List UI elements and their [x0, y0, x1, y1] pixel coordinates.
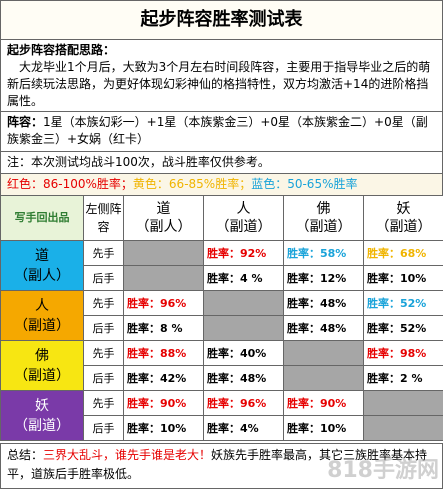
- column-header: 妖（副道）: [364, 196, 443, 241]
- column-header: 人（副道）: [204, 196, 284, 241]
- group-label: 道（副人）: [1, 241, 84, 291]
- win-rate-cell: 胜率：8 %: [124, 316, 204, 341]
- column-sub: （副道）: [204, 218, 283, 236]
- win-rate-cell: 胜率：52%: [364, 291, 443, 316]
- group-name: 妖: [1, 396, 83, 416]
- corner-label: 写手回出品: [1, 196, 84, 241]
- win-rate-cell: 胜率：96%: [124, 291, 204, 316]
- win-rate-cell: 胜率：10%: [284, 416, 364, 441]
- summary-label: 总结：: [7, 448, 43, 462]
- group-sub: （副道）: [1, 316, 83, 336]
- lineup-section: 阵容：1星（本族幻彩一）+1星（本族紫金三）+0星（本族紫金二）+0星（副族紫金…: [0, 112, 443, 152]
- win-rate-cell: 胜率：90%: [284, 391, 364, 416]
- group-name: 道: [1, 246, 83, 266]
- turn-label: 先手: [84, 241, 124, 266]
- win-rate-cell: 胜率：40%: [204, 341, 284, 366]
- empty-cell: [204, 291, 284, 316]
- idea-section: 起步阵容搭配思路： 大龙毕业1个月后，大致为3个月左右时间段阵容，主要用于指导毕…: [0, 39, 443, 112]
- turn-label: 先手: [84, 391, 124, 416]
- win-rate-cell: 胜率：68%: [364, 241, 443, 266]
- title: 起步阵容胜率测试表: [0, 0, 443, 40]
- turn-label: 后手: [84, 416, 124, 441]
- legend: 红色：86-100%胜率；黄色：66-85%胜率；蓝色：50-65%胜率: [0, 174, 443, 196]
- table-body: 写手回出品 左侧阵容 道（副人）人（副道）佛（副道）妖（副道） 道（副人）先手胜…: [1, 196, 443, 441]
- turn-label: 先手: [84, 291, 124, 316]
- empty-cell: [284, 366, 364, 391]
- group-label: 妖（副道）: [1, 391, 84, 441]
- win-rate-cell: 胜率：12%: [284, 266, 364, 291]
- lineup-label: 阵容：: [7, 115, 43, 129]
- empty-cell: [204, 316, 284, 341]
- note: 注：本次测试均战斗100次，战斗胜率仅供参考。: [0, 151, 443, 174]
- win-rate-cell: 胜率：58%: [284, 241, 364, 266]
- win-rate-cell: 胜率：96%: [204, 391, 284, 416]
- lineup-text: 1星（本族幻彩一）+1星（本族紫金三）+0星（本族紫金二）+0星（副族紫金三）+…: [7, 115, 428, 146]
- win-rate-table: 写手回出品 左侧阵容 道（副人）人（副道）佛（副道）妖（副道） 道（副人）先手胜…: [0, 195, 443, 441]
- column-header: 佛（副道）: [284, 196, 364, 241]
- column-sub: （副人）: [124, 218, 203, 236]
- win-rate-cell: 胜率：92%: [204, 241, 284, 266]
- win-rate-cell: 胜率：52%: [364, 316, 443, 341]
- empty-cell: [364, 391, 443, 416]
- table-row: 道（副人）先手胜率：92%胜率：58%胜率：68%: [1, 241, 443, 266]
- win-rate-cell: 胜率：98%: [364, 341, 443, 366]
- win-rate-cell: 胜率：10%: [124, 416, 204, 441]
- side-header: 左侧阵容: [84, 196, 124, 241]
- table-row: 佛（副道）先手胜率：88%胜率：40%胜率：98%: [1, 341, 443, 366]
- column-name: 人: [204, 200, 283, 218]
- group-name: 佛: [1, 346, 83, 366]
- legend-item: 蓝色：50-65%胜率: [251, 177, 357, 191]
- group-label: 人（副道）: [1, 291, 84, 341]
- legend-item: 红色：86-100%胜率；: [7, 177, 133, 191]
- win-rate-cell: 胜率：4 %: [204, 266, 284, 291]
- win-rate-cell: 胜率：4%: [204, 416, 284, 441]
- win-rate-cell: 胜率：48%: [284, 291, 364, 316]
- win-rate-cell: 胜率：2 %: [364, 366, 443, 391]
- idea-heading: 起步阵容搭配思路：: [7, 42, 436, 59]
- group-sub: （副人）: [1, 266, 83, 286]
- turn-label: 先手: [84, 341, 124, 366]
- empty-cell: [124, 241, 204, 266]
- idea-text: 大龙毕业1个月后，大致为3个月左右时间段阵容，主要用于指导毕业之后的萌新后续玩法…: [7, 59, 436, 110]
- group-sub: （副道）: [1, 366, 83, 386]
- watermark: 818手游网: [327, 452, 439, 484]
- column-sub: （副道）: [284, 218, 363, 236]
- win-rate-cell: 胜率：90%: [124, 391, 204, 416]
- empty-cell: [284, 341, 364, 366]
- group-name: 人: [1, 296, 83, 316]
- header-row: 写手回出品 左侧阵容 道（副人）人（副道）佛（副道）妖（副道）: [1, 196, 443, 241]
- group-label: 佛（副道）: [1, 341, 84, 391]
- win-rate-cell: 胜率：48%: [284, 316, 364, 341]
- win-rate-cell: 胜率：88%: [124, 341, 204, 366]
- win-rate-cell: 胜率：10%: [364, 266, 443, 291]
- column-sub: （副道）: [364, 218, 443, 236]
- table-row: 妖（副道）先手胜率：90%胜率：96%胜率：90%: [1, 391, 443, 416]
- turn-label: 后手: [84, 366, 124, 391]
- empty-cell: [364, 416, 443, 441]
- win-rate-cell: 胜率：42%: [124, 366, 204, 391]
- legend-item: 黄色：66-85%胜率；: [133, 177, 251, 191]
- column-name: 道: [124, 200, 203, 218]
- table-row: 人（副道）先手胜率：96%胜率：48%胜率：52%: [1, 291, 443, 316]
- empty-cell: [124, 266, 204, 291]
- win-rate-cell: 胜率：48%: [204, 366, 284, 391]
- turn-label: 后手: [84, 266, 124, 291]
- column-name: 佛: [284, 200, 363, 218]
- turn-label: 后手: [84, 316, 124, 341]
- group-sub: （副道）: [1, 416, 83, 436]
- summary-highlight: 三界大乱斗，谁先手谁是老大！: [43, 448, 211, 462]
- column-name: 妖: [364, 200, 443, 218]
- column-header: 道（副人）: [124, 196, 204, 241]
